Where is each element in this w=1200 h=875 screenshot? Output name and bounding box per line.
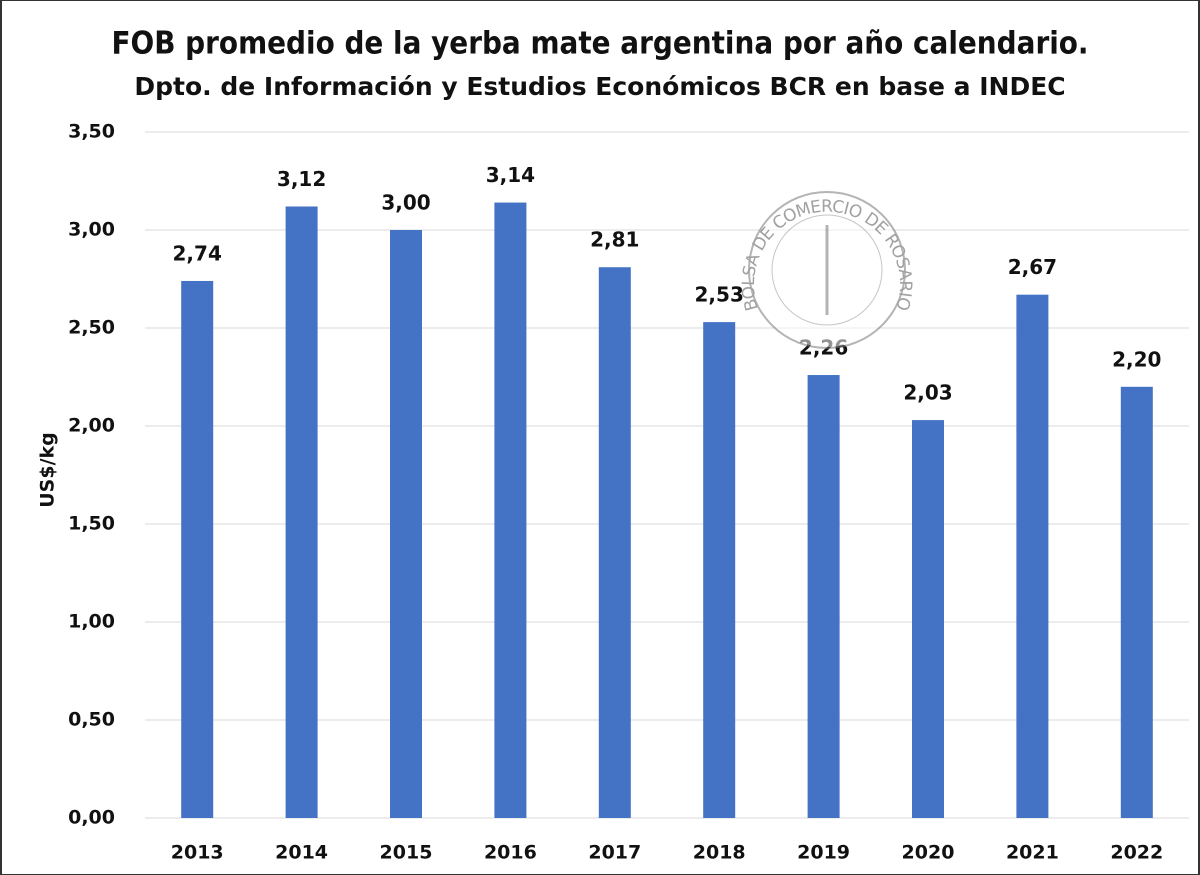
bar — [390, 230, 422, 818]
bar — [807, 375, 840, 818]
x-tick-label: 2022 — [1110, 842, 1163, 864]
y-tick-label: 2,50 — [68, 317, 115, 339]
watermark: BOLSA DE COMERCIO DE ROSARIO — [739, 191, 915, 349]
bar — [1016, 294, 1049, 818]
x-tick-label: 2020 — [902, 842, 955, 864]
data-label: 2,03 — [903, 381, 952, 405]
y-tick-label: 3,00 — [68, 219, 115, 241]
x-tick-label: 2013 — [171, 842, 224, 864]
y-tick-label: 0,50 — [68, 709, 115, 731]
bar — [181, 280, 214, 819]
bar — [285, 206, 318, 819]
x-tick-label: 2018 — [693, 842, 746, 864]
y-tick-label: 1,00 — [68, 611, 115, 633]
x-tick-label: 2014 — [275, 842, 328, 864]
data-label: 2,74 — [173, 241, 222, 265]
y-axis-label: US$/kg — [37, 432, 59, 508]
x-tick-label: 2017 — [588, 842, 641, 864]
chart-subtitle: Dpto. de Información y Estudios Económic… — [134, 72, 1065, 101]
data-label: 2,20 — [1112, 347, 1161, 371]
y-tick-label: 0,00 — [68, 807, 115, 829]
x-tick-label: 2019 — [797, 842, 850, 864]
data-label: 3,14 — [486, 163, 535, 187]
bar — [703, 322, 736, 818]
y-tick-label: 3,50 — [68, 121, 115, 143]
data-label: 3,00 — [381, 191, 430, 215]
data-label: 2,67 — [1008, 255, 1057, 279]
y-tick-label: 2,00 — [68, 415, 115, 437]
x-tick-label: 2021 — [1006, 842, 1059, 864]
data-label: 2,81 — [590, 228, 639, 252]
x-tick-label: 2015 — [380, 842, 433, 864]
chart-title: FOB promedio de la yerba mate argentina … — [111, 26, 1088, 62]
watermark-inner — [771, 214, 883, 326]
bar — [598, 267, 631, 818]
bar — [912, 420, 944, 818]
data-label: 2,53 — [695, 283, 744, 307]
x-tick-label: 2016 — [484, 842, 537, 864]
data-label: 3,12 — [277, 167, 326, 191]
bar — [494, 202, 527, 818]
bar — [1120, 386, 1153, 818]
y-tick-label: 1,50 — [68, 513, 115, 535]
